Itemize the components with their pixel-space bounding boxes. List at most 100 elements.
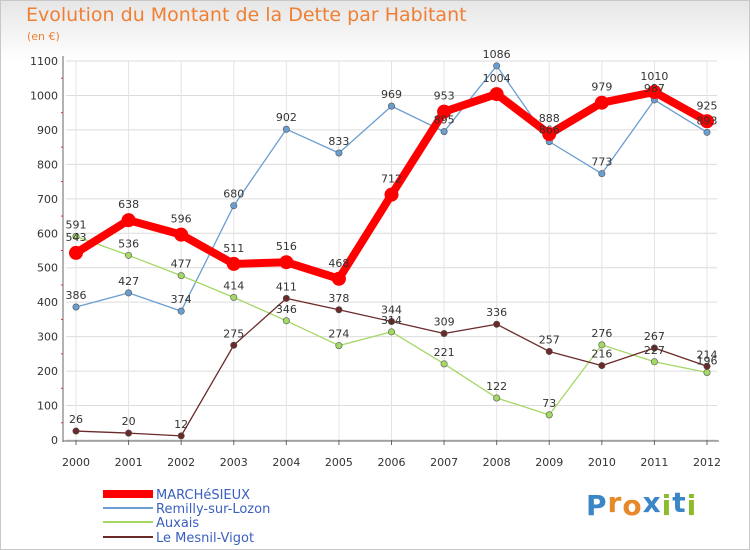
data-label: 638 (118, 198, 139, 211)
data-label: 893 (697, 114, 718, 127)
data-label: 1086 (483, 48, 511, 61)
data-label: 895 (434, 114, 455, 127)
data-point (282, 294, 290, 302)
y-tick-label: 900 (37, 124, 58, 137)
y-tick-label: 100 (37, 400, 58, 413)
y-tick-label: 600 (37, 227, 58, 240)
data-point (647, 85, 662, 100)
data-point (230, 202, 238, 210)
x-tick-label: 2004 (272, 456, 300, 469)
data-point (72, 303, 80, 311)
data-label: 712 (381, 173, 402, 186)
data-point (69, 245, 83, 260)
data-label: 275 (223, 327, 244, 340)
data-labels: 386 427 374 680 902 833 969 895 1086 866 773 987 893… (66, 48, 718, 431)
data-label: 221 (434, 346, 455, 359)
data-point (650, 358, 658, 366)
data-point (440, 128, 448, 136)
data-label: 680 (223, 188, 244, 201)
data-label: 543 (66, 231, 87, 244)
legend-label: Remilly-sur-Lozon (156, 502, 270, 517)
data-point (700, 114, 714, 129)
data-point (72, 427, 80, 435)
series-layer (69, 62, 714, 440)
y-tick-label: 1100 (30, 55, 58, 68)
data-point (121, 213, 136, 228)
x-tick-label: 2007 (430, 456, 458, 469)
data-label: 902 (276, 111, 297, 124)
data-point (125, 429, 133, 437)
data-label: 344 (381, 303, 402, 316)
data-point (125, 251, 133, 259)
data-label: 386 (66, 289, 87, 302)
legend-label: Le Mesnil-Vigot (156, 531, 254, 546)
data-label: 468 (328, 257, 349, 270)
data-point (279, 255, 294, 270)
data-label: 516 (276, 240, 297, 253)
logo-letter: x (642, 486, 662, 519)
data-label: 591 (66, 218, 87, 231)
x-tick-label: 2008 (483, 456, 511, 469)
data-label: 925 (697, 99, 718, 112)
data-point (387, 317, 395, 325)
data-point (72, 232, 80, 240)
data-point (598, 170, 606, 178)
data-label: 477 (171, 258, 192, 271)
data-label: 511 (223, 242, 244, 255)
data-label: 276 (591, 327, 612, 340)
data-label: 411 (276, 280, 297, 293)
data-label: 414 (223, 279, 244, 292)
x-tick-label: 2001 (115, 456, 143, 469)
data-label: 73 (542, 397, 556, 410)
data-label: 374 (171, 293, 192, 306)
data-label: 979 (591, 81, 612, 94)
x-tick-label: 2009 (535, 456, 563, 469)
data-label: 336 (486, 306, 507, 319)
y-tick-label: 800 (37, 158, 58, 171)
data-point (437, 104, 452, 119)
data-label: 1004 (483, 72, 511, 85)
data-point (230, 341, 238, 349)
x-tick-label: 2012 (693, 456, 721, 469)
data-point (440, 330, 448, 338)
y-tick-label: 1000 (30, 89, 58, 102)
data-point (387, 328, 395, 336)
data-label: 1010 (640, 70, 668, 83)
data-label: 969 (381, 88, 402, 101)
y-tick-label: 500 (37, 262, 58, 275)
data-label: 122 (486, 380, 507, 393)
data-label: 309 (434, 316, 455, 329)
data-point (335, 306, 343, 314)
y-tick-label: 200 (37, 365, 58, 378)
y-tick-label: 0 (51, 434, 58, 447)
data-label: 427 (118, 275, 139, 288)
proxiti-logo: Proxiti (586, 486, 697, 522)
axes: 0 100 200 300 400 500 600 700 800 900 1000 1100 2000… (30, 55, 721, 469)
data-label: 214 (697, 348, 718, 361)
data-label: 953 (434, 90, 455, 103)
data-label: 196 (697, 354, 718, 367)
data-label: 866 (539, 124, 560, 137)
data-point (594, 95, 609, 110)
x-tick-label: 2010 (588, 456, 616, 469)
logo-letter: P (586, 489, 608, 522)
data-point (542, 127, 557, 142)
data-label: 536 (118, 237, 139, 250)
data-point (174, 227, 189, 242)
logo-letter: r (607, 486, 623, 519)
data-label: 314 (381, 314, 402, 327)
data-point (598, 341, 606, 349)
data-point (335, 149, 343, 157)
logo-letter: t (672, 486, 687, 519)
logo-letter: i (661, 489, 673, 522)
logo-letter: o (622, 489, 643, 522)
y-tick-label: 300 (37, 331, 58, 344)
x-tick-label: 2011 (640, 456, 668, 469)
data-label: 257 (539, 333, 560, 346)
data-point (598, 362, 606, 370)
unit-label: (en €) (27, 30, 60, 43)
data-point (440, 360, 448, 368)
data-point (331, 271, 346, 286)
x-tick-label: 2005 (325, 456, 353, 469)
